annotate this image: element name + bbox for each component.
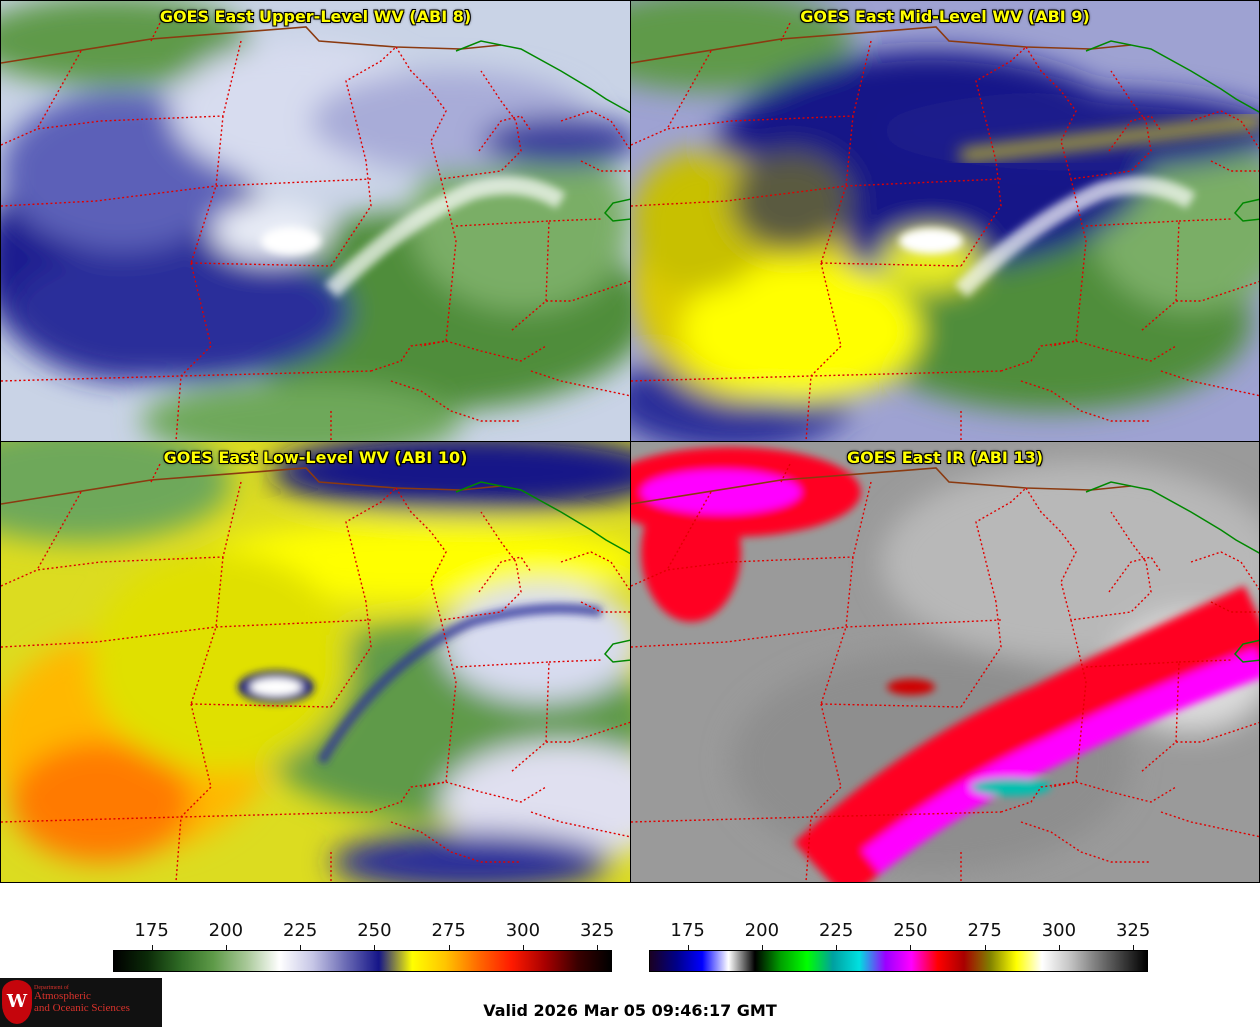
colorbar-tick-mark xyxy=(522,945,524,951)
colorbar-tick-label: 275 xyxy=(431,920,466,941)
upper-level-wv-image xyxy=(1,1,630,441)
colorbar-tick-label: 275 xyxy=(967,920,1002,941)
colorbar-tick-label: 250 xyxy=(893,920,928,941)
ir-colorbar xyxy=(649,950,1148,972)
colorbar-tick-mark xyxy=(910,945,912,951)
colorbar-tick-label: 325 xyxy=(579,920,615,941)
colorbar-tick-mark xyxy=(225,945,227,951)
colorbar-tick-label: 200 xyxy=(744,920,780,941)
colorbar-tick-mark xyxy=(151,945,153,951)
colorbar-tick-mark xyxy=(687,945,689,951)
logo-text: Department of Atmospheric and Oceanic Sc… xyxy=(34,985,130,1014)
colorbar-tick-mark xyxy=(836,945,838,951)
colorbar-tick-mark xyxy=(597,945,599,951)
wv-colorbar-ticks: 175 200 225 250 275 300 325 xyxy=(113,920,615,951)
colorbar-tick-mark xyxy=(448,945,450,951)
ir-colorbar-ticks: 175 200 225 250 275 300 325 xyxy=(649,920,1151,951)
panel-ir: GOES East IR (ABI 13) xyxy=(630,441,1260,883)
panel-title-upper-level-wv: GOES East Upper-Level WV (ABI 8) xyxy=(159,7,472,26)
colorbar-tick-label: 300 xyxy=(1041,920,1077,941)
colorbar-tick-mark xyxy=(1058,945,1060,951)
colorbar-tick-label: 250 xyxy=(357,920,392,941)
logo-dept: Department of xyxy=(34,985,69,991)
panel-low-level-wv: GOES East Low-Level WV (ABI 10) xyxy=(0,441,631,883)
panel-upper-level-wv: GOES East Upper-Level WV (ABI 8) xyxy=(0,0,631,442)
colorbar-tick-label: 175 xyxy=(134,920,169,941)
wv-colorbar xyxy=(113,950,612,972)
logo-line1: Atmospheric xyxy=(34,990,91,1003)
panel-title-mid-level-wv: GOES East Mid-Level WV (ABI 9) xyxy=(800,7,1090,26)
uw-seal-icon: W xyxy=(2,980,32,1024)
mid-level-wv-image xyxy=(631,1,1259,441)
aos-logo: W Department of Atmospheric and Oceanic … xyxy=(0,978,162,1027)
panel-title-low-level-wv: GOES East Low-Level WV (ABI 10) xyxy=(163,448,468,467)
panel-title-ir: GOES East IR (ABI 13) xyxy=(846,448,1044,467)
colorbar-tick-mark xyxy=(300,945,302,951)
logo-line2: and Oceanic Sciences xyxy=(34,1001,130,1014)
colorbar-tick-label: 200 xyxy=(208,920,244,941)
ir-image xyxy=(631,442,1259,882)
colorbar-tick-mark xyxy=(761,945,763,951)
colorbar-tick-mark xyxy=(1133,945,1135,951)
low-level-wv-image xyxy=(1,442,630,882)
colorbar-tick-label: 175 xyxy=(670,920,705,941)
colorbar-tick-label: 225 xyxy=(818,920,854,941)
valid-time-label: Valid 2026 Mar 05 09:46:17 GMT xyxy=(483,1001,777,1020)
colorbar-tick-label: 225 xyxy=(282,920,318,941)
panel-mid-level-wv: GOES East Mid-Level WV (ABI 9) xyxy=(630,0,1260,442)
colorbar-tick-mark xyxy=(374,945,376,951)
colorbar-tick-mark xyxy=(984,945,986,951)
colorbar-tick-label: 300 xyxy=(505,920,541,941)
colorbar-tick-label: 325 xyxy=(1115,920,1151,941)
